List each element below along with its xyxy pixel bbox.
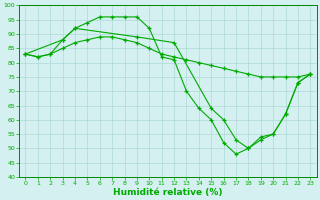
X-axis label: Humidité relative (%): Humidité relative (%) (113, 188, 223, 197)
